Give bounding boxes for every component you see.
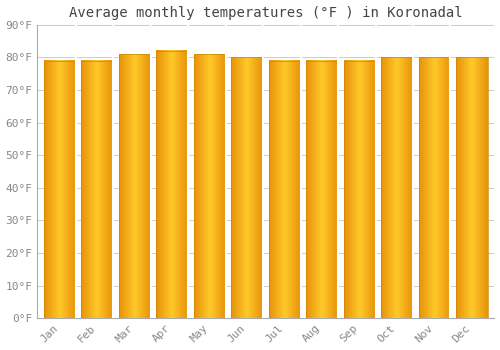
Bar [306,61,338,318]
Bar [344,61,376,318]
Title: Average monthly temperatures (°F ) in Koronadal: Average monthly temperatures (°F ) in Ko… [69,6,462,20]
Bar [44,61,76,318]
Bar [381,57,413,318]
Bar [119,54,150,318]
Bar [194,54,226,318]
Bar [232,57,263,318]
Bar [156,51,188,318]
Bar [418,57,450,318]
Bar [456,57,488,318]
Bar [82,61,114,318]
Bar [268,61,300,318]
